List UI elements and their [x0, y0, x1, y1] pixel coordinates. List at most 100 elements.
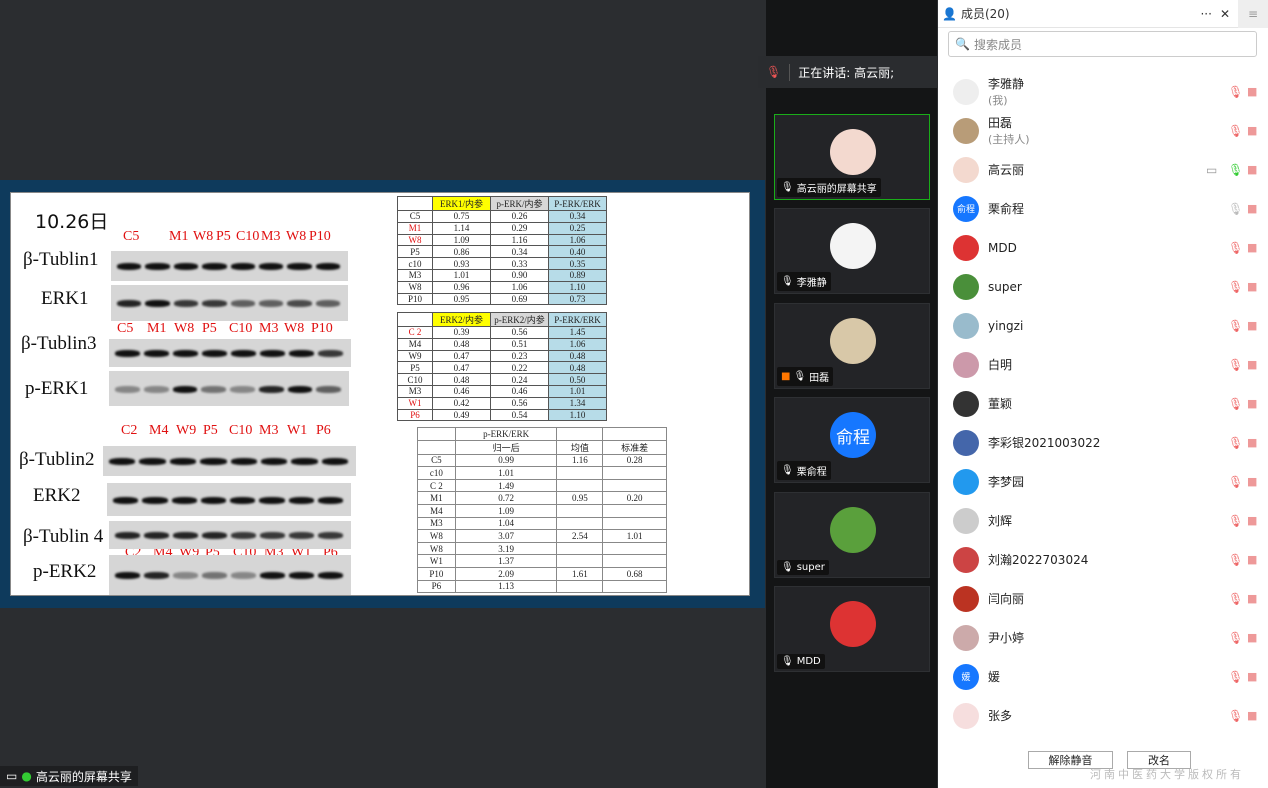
table-header — [397, 312, 433, 327]
table-row: W9 0.47 0.23 0.48 — [397, 349, 607, 363]
unmute-all-button[interactable]: 解除静音 — [1028, 751, 1113, 769]
camera-off-icon[interactable]: ■ — [1247, 436, 1258, 449]
tile-caption: 🎙 李雅静 — [777, 272, 831, 291]
camera-off-icon[interactable]: ■ — [1247, 709, 1258, 722]
camera-off-icon[interactable]: ■ — [1247, 85, 1258, 98]
menu-button[interactable]: ≡ — [1238, 0, 1268, 28]
member-item[interactable]: 李彩银2021003022 🎙 ■ — [938, 423, 1268, 462]
mic-muted-icon[interactable]: 🎙 — [1228, 630, 1244, 645]
camera-off-icon[interactable]: ■ — [1247, 514, 1258, 527]
member-item[interactable]: 刘辉 🎙 ■ — [938, 501, 1268, 540]
member-name: 李彩银2021003022 — [988, 436, 1101, 450]
mic-muted-icon[interactable]: 🎙 — [1228, 552, 1244, 567]
avatar — [953, 312, 979, 339]
avatar — [830, 318, 876, 364]
table-cell: M1 — [397, 221, 433, 235]
table-cell: W8 — [417, 541, 456, 556]
mic-muted-icon[interactable]: 🎙 — [1228, 591, 1244, 606]
mic-muted-icon[interactable]: 🎙 — [1228, 396, 1244, 411]
member-name: super — [988, 279, 1022, 294]
table-cell: 1.10 — [548, 408, 607, 422]
lane-label: C2 — [121, 423, 138, 438]
member-item[interactable]: 田磊 (主持人) 🎙 ■ — [938, 111, 1268, 150]
camera-off-icon[interactable]: ■ — [1247, 631, 1258, 644]
member-item[interactable]: super 🎙 ■ — [938, 267, 1268, 306]
camera-off-icon[interactable]: ■ — [1247, 553, 1258, 566]
camera-off-icon[interactable]: ■ — [1247, 241, 1258, 254]
table-cell: 0.95 — [556, 491, 604, 505]
table-cell: 3.19 — [454, 541, 558, 556]
table-cell: P6 — [417, 579, 456, 594]
slide-date: 10.26日 — [35, 211, 109, 233]
table-row: W8 3.07 2.54 1.01 — [417, 529, 667, 543]
member-search-input[interactable]: 🔍 搜索成员 — [948, 31, 1257, 57]
mic-muted-icon[interactable]: 🎙 — [1228, 279, 1244, 294]
table-cell: 0.48 — [432, 373, 491, 386]
avatar — [953, 78, 979, 105]
camera-off-icon[interactable]: ■ — [1247, 475, 1258, 488]
member-item[interactable]: MDD 🎙 ■ — [938, 228, 1268, 267]
member-item[interactable]: yingzi 🎙 ■ — [938, 306, 1268, 345]
camera-off-icon[interactable]: ■ — [1247, 319, 1258, 332]
avatar — [830, 223, 876, 269]
mic-active-icon[interactable]: 🎙 — [1228, 162, 1244, 177]
participant-video-tile[interactable]: 俞程 🎙 栗俞程 — [774, 397, 930, 483]
camera-off-icon[interactable]: ■ — [1247, 592, 1258, 605]
member-item[interactable]: 高云丽 ▭ 🎙 ■ — [938, 150, 1268, 189]
table-row: M3 1.01 0.90 0.89 — [397, 268, 607, 282]
table-cell: 1.10 — [548, 280, 607, 294]
participant-video-tile[interactable]: 🎙 MDD — [774, 586, 930, 672]
participant-video-tile[interactable]: 🎙 super — [774, 492, 930, 578]
mic-muted-icon[interactable]: 🎙 — [1228, 474, 1244, 489]
table-cell: 2.54 — [556, 529, 604, 543]
mic-muted-icon[interactable]: 🎙 — [1228, 240, 1244, 255]
member-item[interactable]: 张多 🎙 ■ — [938, 696, 1268, 735]
member-item[interactable]: 俞程 栗俞程 🎙 ■ — [938, 189, 1268, 228]
table2: ERK2/内参 p-ERK2/内参 P-ERK/ERK C 2 0.39 0.56 1.45… — [397, 312, 607, 422]
member-item[interactable]: 媛媛 🎙 ■ — [938, 657, 1268, 696]
camera-off-icon[interactable]: ■ — [1247, 670, 1258, 683]
close-button[interactable]: ✕ — [1219, 6, 1230, 21]
mic-muted-icon[interactable]: 🎙 — [1228, 84, 1244, 99]
table-cell: 0.28 — [602, 453, 667, 468]
member-item[interactable]: 李梦园 🎙 ■ — [938, 462, 1268, 501]
rename-button[interactable]: 改名 — [1127, 751, 1191, 769]
table-cell: 0.34 — [490, 245, 549, 259]
participant-video-tile[interactable]: 🎙 李雅静 — [774, 208, 930, 294]
camera-off-icon[interactable]: ■ — [1247, 124, 1258, 137]
member-item[interactable]: 白明 🎙 ■ — [938, 345, 1268, 384]
camera-off-icon[interactable]: ■ — [1247, 202, 1258, 215]
table-cell: W8 — [417, 529, 456, 543]
mic-muted-icon[interactable]: 🎙 — [1228, 513, 1244, 528]
member-item[interactable]: 刘瀚2022703024 🎙 ■ — [938, 540, 1268, 579]
mic-muted-icon[interactable]: 🎙 — [1228, 708, 1244, 723]
member-item[interactable]: 李雅静 (我) 🎙 ■ — [938, 72, 1268, 111]
participant-video-tile[interactable]: 🎙 高云丽的屏幕共享 — [774, 114, 930, 200]
mic-muted-icon[interactable]: 🎙 — [766, 65, 782, 79]
mic-muted-icon[interactable]: 🎙 — [1228, 435, 1244, 450]
member-item[interactable]: 尹小婷 🎙 ■ — [938, 618, 1268, 657]
member-item[interactable]: 闫向丽 🎙 ■ — [938, 579, 1268, 618]
camera-off-icon[interactable]: ■ — [1247, 163, 1258, 176]
camera-off-icon[interactable]: ■ — [1247, 280, 1258, 293]
more-button[interactable]: ··· — [1200, 6, 1212, 21]
participant-name: 田磊 — [809, 373, 830, 384]
participant-video-tile[interactable]: ■ 🎙 田磊 — [774, 303, 930, 389]
table-cell: 1.49 — [454, 478, 558, 493]
table-header: P-ERK/ERK — [548, 312, 607, 327]
camera-off-icon[interactable]: ■ — [1247, 358, 1258, 371]
mic-muted-icon[interactable]: 🎙 — [1228, 318, 1244, 333]
table-header: P-ERK/ERK — [548, 196, 607, 211]
table-row: P10 2.09 1.61 0.68 — [417, 566, 667, 581]
table-cell: W8 — [397, 233, 433, 247]
camera-off-icon[interactable]: ■ — [1247, 397, 1258, 410]
blot-label: p-ERK1 — [25, 378, 89, 399]
mic-muted-icon[interactable]: 🎙 — [1228, 357, 1244, 372]
mic-muted-icon[interactable]: 🎙 — [1228, 123, 1244, 138]
avatar: 媛 — [953, 663, 979, 690]
mic-muted-icon[interactable]: 🎙 — [1228, 669, 1244, 684]
member-item[interactable]: 董颖 🎙 ■ — [938, 384, 1268, 423]
mic-icon[interactable]: 🎙 — [1228, 201, 1244, 216]
table-cell — [602, 466, 667, 480]
avatar — [953, 507, 979, 534]
